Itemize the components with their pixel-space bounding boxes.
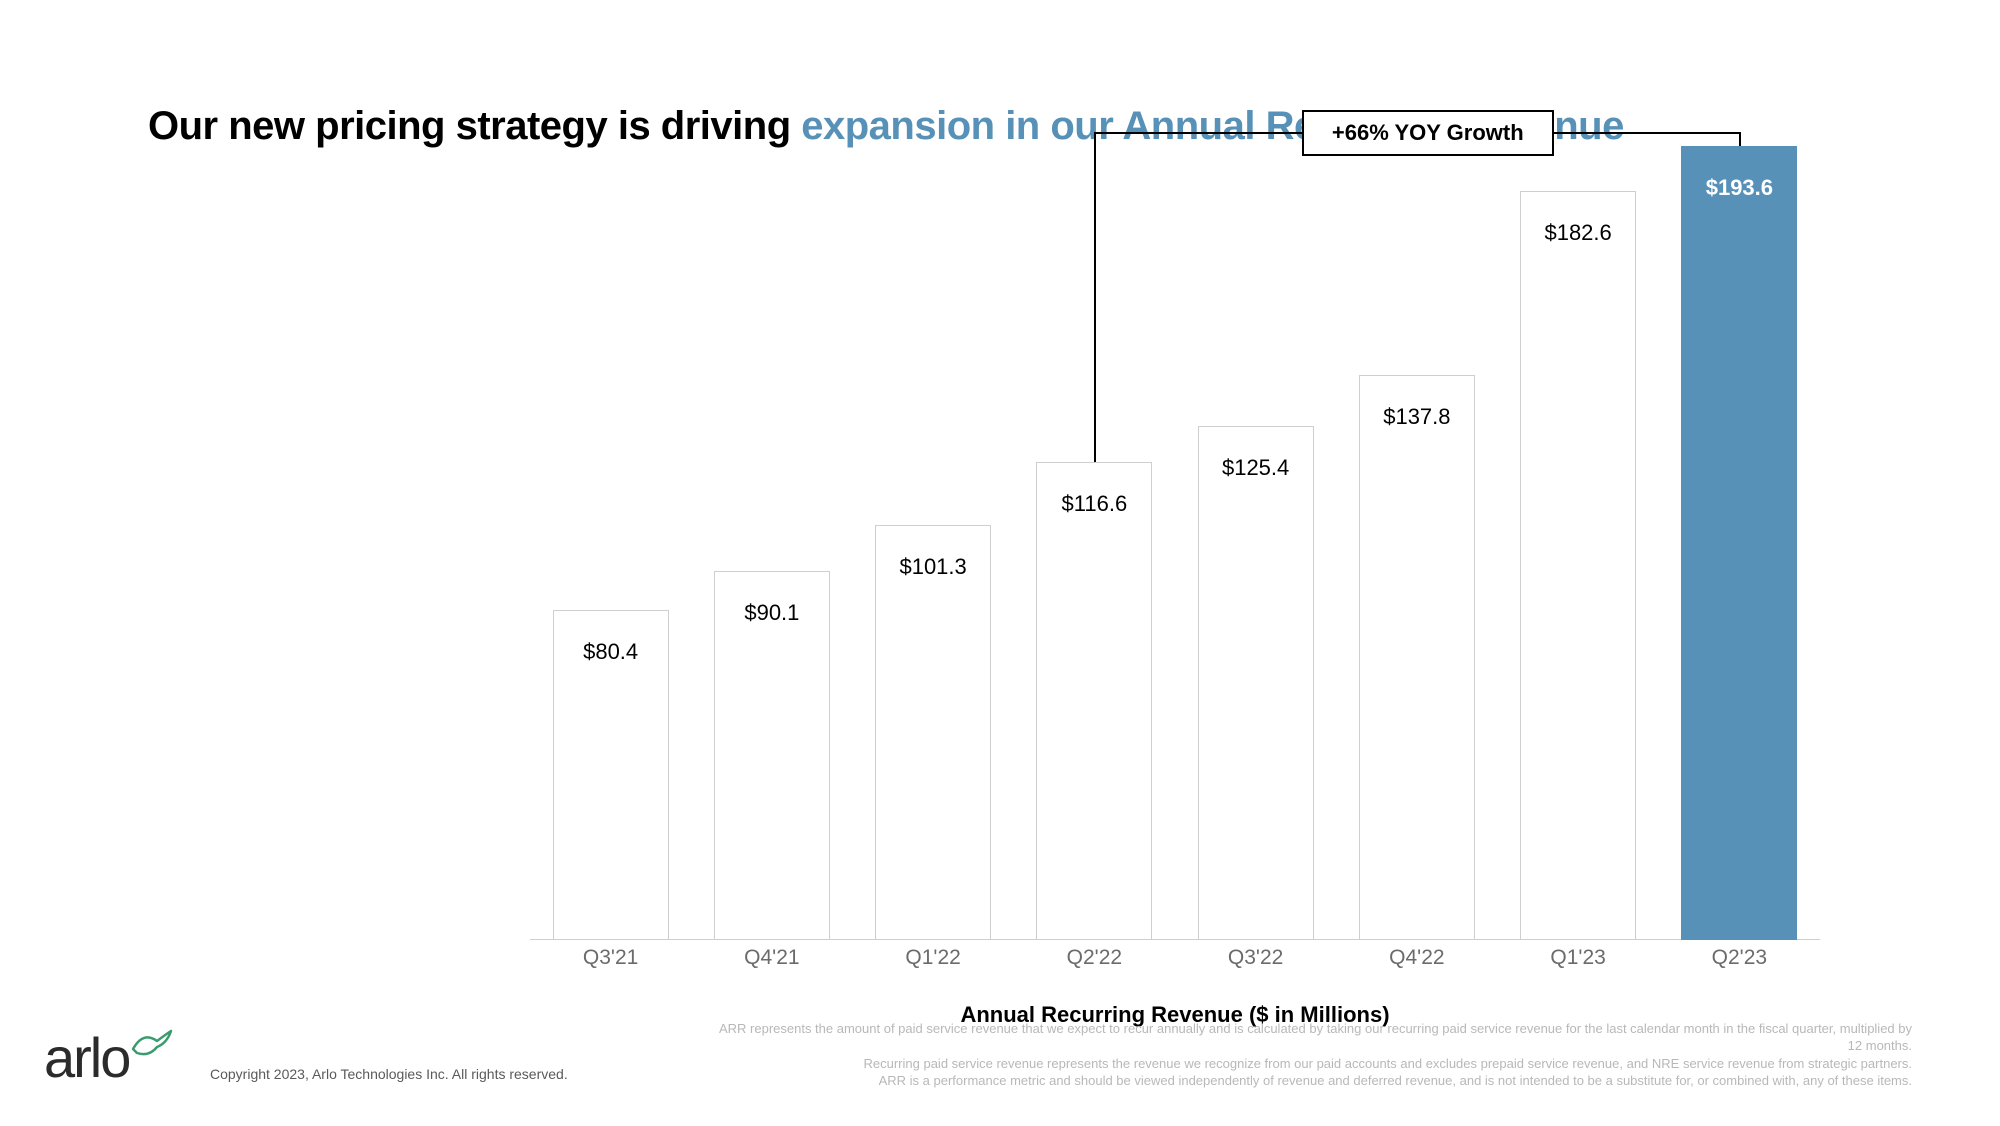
bar-slot: $125.4 — [1175, 120, 1336, 940]
x-axis-label: Q3'22 — [1175, 946, 1336, 970]
bar: $125.4 — [1198, 426, 1314, 940]
footnote-line1: ARR represents the amount of paid servic… — [702, 1020, 1912, 1055]
bar-value-label: $101.3 — [876, 554, 990, 580]
bar-slot: $137.8 — [1336, 120, 1497, 940]
arlo-logo: arlo — [44, 1029, 173, 1086]
footnote-line2: Recurring paid service revenue represent… — [702, 1055, 1912, 1073]
bar: $90.1 — [714, 571, 830, 940]
bar-slot: $193.6 — [1659, 120, 1820, 940]
bar-value-label: $193.6 — [1682, 175, 1796, 201]
footnote-line3: ARR is a performance metric and should b… — [702, 1072, 1912, 1090]
logo-bird-icon — [131, 1029, 173, 1064]
yoy-growth-callout: +66% YOY Growth — [1302, 110, 1554, 156]
bar-value-label: $137.8 — [1360, 404, 1474, 430]
bar: $182.6 — [1520, 191, 1636, 940]
bar-value-label: $90.1 — [715, 600, 829, 626]
bar-slot: $101.3 — [853, 120, 1014, 940]
copyright-text: Copyright 2023, Arlo Technologies Inc. A… — [210, 1066, 568, 1082]
bar-slot: $80.4 — [530, 120, 691, 940]
bars-container: $80.4 $90.1 $101.3 $116.6 $125.4 $137.8 $182.6… — [530, 120, 1820, 940]
footnote: ARR represents the amount of paid servic… — [702, 1020, 1912, 1090]
bar: $101.3 — [875, 525, 991, 940]
bar: $137.8 — [1359, 375, 1475, 940]
x-axis-label: Q1'23 — [1498, 946, 1659, 970]
x-axis-label: Q1'22 — [853, 946, 1014, 970]
yoy-growth-text: +66% YOY Growth — [1332, 120, 1524, 145]
arr-bar-chart: $80.4 $90.1 $101.3 $116.6 $125.4 $137.8 $182.6… — [530, 120, 1820, 940]
logo-text: arlo — [44, 1030, 129, 1086]
bar-slot: $182.6 — [1498, 120, 1659, 940]
bar: $80.4 — [553, 610, 669, 940]
bar-value-label: $125.4 — [1199, 455, 1313, 481]
bar-value-label: $80.4 — [554, 639, 668, 665]
x-axis-label: Q3'21 — [530, 946, 691, 970]
bracket-line — [1739, 132, 1741, 146]
bar-slot: $90.1 — [691, 120, 852, 940]
bar-value-label: $116.6 — [1037, 491, 1151, 517]
x-axis-label: Q2'22 — [1014, 946, 1175, 970]
x-axis-label: Q2'23 — [1659, 946, 1820, 970]
x-axis-label: Q4'21 — [691, 946, 852, 970]
bar: $116.6 — [1036, 462, 1152, 940]
bar: $193.6 — [1681, 146, 1797, 940]
x-axis-labels: Q3'21Q4'21Q1'22Q2'22Q3'22Q4'22Q1'23Q2'23 — [530, 946, 1820, 970]
bar-value-label: $182.6 — [1521, 220, 1635, 246]
bracket-line — [1094, 132, 1096, 462]
x-axis-label: Q4'22 — [1336, 946, 1497, 970]
